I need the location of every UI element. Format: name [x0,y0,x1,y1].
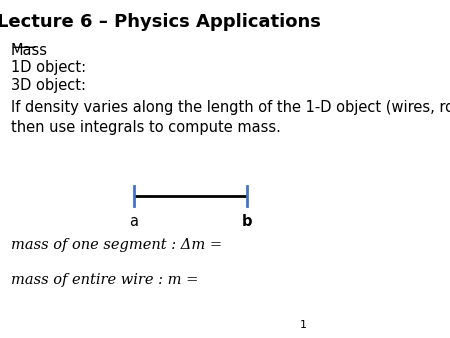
Text: Lecture 6 – Physics Applications: Lecture 6 – Physics Applications [0,13,321,31]
Text: 1D object:: 1D object: [11,60,86,75]
Text: 1: 1 [300,320,307,330]
Text: a: a [129,214,138,229]
Text: mass of one segment : Δm =: mass of one segment : Δm = [11,238,222,252]
Text: b: b [242,214,252,229]
Text: Mass: Mass [11,43,48,58]
Text: mass of entire wire : m =: mass of entire wire : m = [11,273,198,287]
Text: 3D object:: 3D object: [11,78,86,93]
Text: If density varies along the length of the 1-D object (wires, rods),
then use int: If density varies along the length of th… [11,100,450,135]
